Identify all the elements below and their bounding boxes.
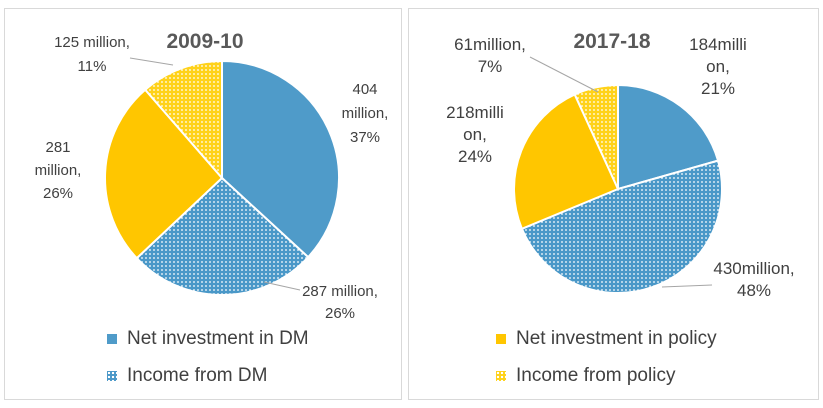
leader-line-income-from-dm-2017	[661, 284, 713, 288]
pie-slice-net-investment-in-policy	[104, 88, 224, 260]
pie-slice-income-from-policy	[573, 83, 619, 190]
pie-slice-income-from-dm	[135, 176, 310, 296]
legend-label: Net investment in DM	[127, 328, 309, 349]
legend-swatch-dotted-blue	[107, 371, 117, 381]
data-label-income-from-dm: 430million,	[713, 259, 794, 278]
pie-slice-net-investment-in-dm	[221, 59, 340, 259]
legend-item-net-investment-dm: Net investment in DM	[107, 328, 309, 350]
data-label-net-investment-in-policy: 218milli	[446, 103, 504, 122]
legend-item-income-policy: Income from policy	[496, 365, 675, 387]
data-label-net-investment-in-policy: 281	[45, 139, 70, 156]
leader-line-income-from-dm-2009	[263, 281, 301, 291]
legend-item-net-investment-policy: Net investment in policy	[496, 328, 717, 350]
leader-line-income-from-policy-2009	[129, 57, 174, 66]
legend-label: Income from DM	[127, 365, 268, 386]
data-label-income-from-dm: 26%	[325, 305, 355, 322]
data-label-net-investment-in-dm: 404	[352, 81, 377, 98]
data-label-net-investment-in-dm: 184milli	[689, 35, 747, 54]
data-label-income-from-policy: 11%	[78, 58, 107, 75]
leader-line-income-from-policy-2017	[529, 56, 599, 93]
data-label-income-from-dm: 48%	[737, 281, 771, 300]
data-label-net-investment-in-policy: 24%	[458, 147, 492, 166]
data-label-income-from-policy: 7%	[478, 57, 503, 76]
data-label-income-from-policy: 125 million,	[54, 34, 130, 51]
chart-title-2009-10: 2009-10	[166, 30, 243, 53]
data-label-net-investment-in-policy: on,	[463, 125, 487, 144]
data-label-net-investment-in-policy: 26%	[43, 185, 73, 202]
data-label-net-investment-in-dm: 37%	[350, 129, 380, 146]
legend-item-income-dm: Income from DM	[107, 365, 267, 387]
legend-swatch-dotted-gold	[496, 371, 506, 381]
pie-slice-net-investment-in-policy	[513, 93, 620, 231]
legend-swatch-solid-gold	[496, 334, 506, 344]
data-label-net-investment-in-policy: million,	[35, 162, 82, 179]
data-label-income-from-dm: 287 million,	[302, 283, 378, 300]
pie-slice-net-investment-in-dm	[617, 83, 720, 191]
data-label-net-investment-in-dm: million,	[342, 105, 389, 122]
pie-2017-18	[513, 83, 723, 294]
pie-slice-income-from-dm	[520, 159, 723, 294]
data-label-net-investment-in-dm: on,	[706, 57, 730, 76]
data-label-net-investment-in-dm: 21%	[701, 79, 735, 98]
legend-swatch-solid-blue	[107, 334, 117, 344]
data-labels: 404 million, 37% 287 million, 26% 281 million,…	[35, 34, 795, 322]
chart-title-2017-18: 2017-18	[573, 30, 650, 53]
data-label-income-from-policy: 61million,	[454, 35, 526, 54]
pie-2009-10	[104, 59, 340, 296]
legend-label: Income from policy	[516, 365, 676, 386]
legend-label: Net investment in policy	[516, 328, 717, 349]
pie-slice-income-from-policy	[143, 59, 223, 181]
